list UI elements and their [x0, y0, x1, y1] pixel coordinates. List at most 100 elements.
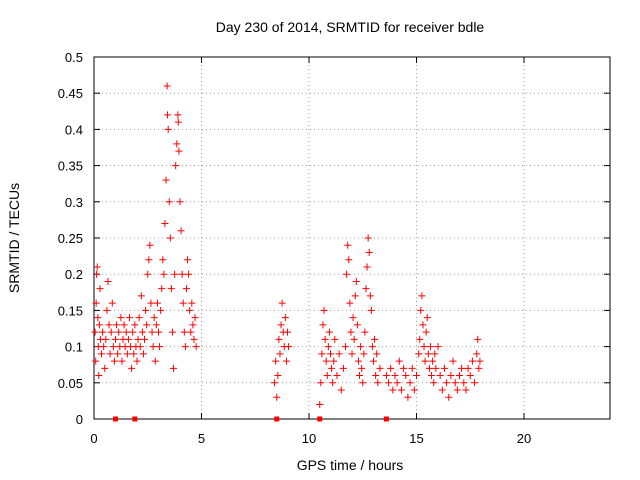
- data-point: [163, 82, 171, 90]
- data-point: [107, 328, 115, 336]
- data-point: [354, 357, 362, 365]
- data-point: [371, 335, 379, 343]
- data-point: [476, 357, 484, 365]
- zero-marker-point: [132, 416, 138, 422]
- data-point: [109, 343, 117, 351]
- data-point: [99, 328, 107, 336]
- data-point: [188, 299, 196, 307]
- zero-marker-point: [113, 416, 118, 422]
- data-point: [460, 379, 468, 387]
- data-point: [468, 357, 476, 365]
- data-point: [333, 372, 341, 380]
- data-point: [424, 350, 432, 358]
- data-point: [278, 299, 286, 307]
- y-tick-label: 0.45: [58, 86, 83, 101]
- x-tick-label: 0: [90, 431, 97, 446]
- zero-marker-point: [383, 416, 389, 422]
- y-tick-label: 0.35: [58, 159, 83, 174]
- data-point: [395, 357, 403, 365]
- data-point: [415, 350, 423, 358]
- data-point: [400, 364, 408, 372]
- data-point: [325, 328, 333, 336]
- data-point: [96, 285, 104, 293]
- data-point: [152, 321, 160, 329]
- data-point: [136, 343, 144, 351]
- data-point: [362, 285, 370, 293]
- data-point: [103, 306, 111, 314]
- data-point: [146, 241, 154, 249]
- data-point: [180, 328, 188, 336]
- data-point: [318, 350, 326, 358]
- data-point: [339, 364, 347, 372]
- data-point: [360, 350, 368, 358]
- data-point: [185, 270, 193, 278]
- data-point: [162, 176, 170, 184]
- data-point: [329, 379, 337, 387]
- data-point: [285, 343, 293, 351]
- x-tick-labels: 0 5 10 15 20: [90, 431, 531, 446]
- data-point: [155, 328, 162, 336]
- data-point: [153, 299, 161, 307]
- data-point: [356, 372, 364, 380]
- y-tick-labels: 0 0.05 0.1 0.15 0.2 0.25 0.3 0.35 0.4 0.45 0.5: [58, 50, 83, 427]
- grid-lines: [94, 57, 610, 419]
- data-point: [322, 357, 330, 365]
- data-point: [156, 343, 164, 351]
- data-point: [277, 321, 285, 329]
- data-point: [473, 350, 481, 358]
- data-point: [191, 314, 199, 322]
- data-point: [95, 321, 103, 329]
- data-point: [104, 277, 112, 285]
- data-point: [113, 321, 121, 329]
- data-point: [445, 393, 453, 401]
- data-point: [406, 379, 414, 387]
- data-point: [149, 343, 157, 351]
- data-point: [320, 306, 328, 314]
- data-point: [466, 372, 474, 380]
- data-point: [281, 314, 289, 322]
- data-point: [179, 299, 187, 307]
- data-point: [425, 364, 433, 372]
- data-point: [172, 162, 180, 170]
- data-point: [434, 343, 442, 351]
- y-tick-label: 0.15: [58, 303, 83, 318]
- data-point: [422, 328, 430, 336]
- y-axis-label: SRMTID / TECUs: [6, 183, 22, 293]
- data-point: [330, 357, 338, 365]
- data-point: [164, 125, 172, 133]
- data-point: [416, 335, 424, 343]
- data-point: [317, 379, 325, 387]
- y-tick-label: 0.5: [65, 50, 83, 65]
- y-tick-label: 0.05: [58, 376, 83, 391]
- data-point: [128, 364, 136, 372]
- data-point: [363, 263, 371, 271]
- data-point: [393, 379, 401, 387]
- data-point: [192, 343, 200, 351]
- data-point: [170, 364, 178, 372]
- data-point: [376, 364, 384, 372]
- data-point: [387, 364, 395, 372]
- data-point: [139, 350, 147, 358]
- data-point: [131, 321, 139, 329]
- data-point: [344, 241, 352, 249]
- data-point: [368, 343, 376, 351]
- data-point: [138, 328, 146, 336]
- data-point: [93, 263, 101, 271]
- data-point: [456, 372, 463, 380]
- data-point: [125, 314, 133, 322]
- data-point: [349, 314, 357, 322]
- y-tick-label: 0: [76, 412, 83, 427]
- data-point: [114, 350, 122, 358]
- y-tick-label: 0.2: [65, 267, 83, 282]
- data-point: [150, 314, 158, 322]
- data-point: [94, 314, 102, 322]
- y-tick-label: 0.25: [58, 231, 83, 246]
- x-tick-label: 5: [198, 431, 205, 446]
- data-point: [145, 256, 153, 264]
- data-point: [275, 335, 283, 343]
- data-point: [108, 299, 116, 307]
- data-point: [92, 357, 100, 365]
- data-point: [474, 335, 482, 343]
- data-point: [372, 372, 380, 380]
- data-point: [182, 285, 190, 293]
